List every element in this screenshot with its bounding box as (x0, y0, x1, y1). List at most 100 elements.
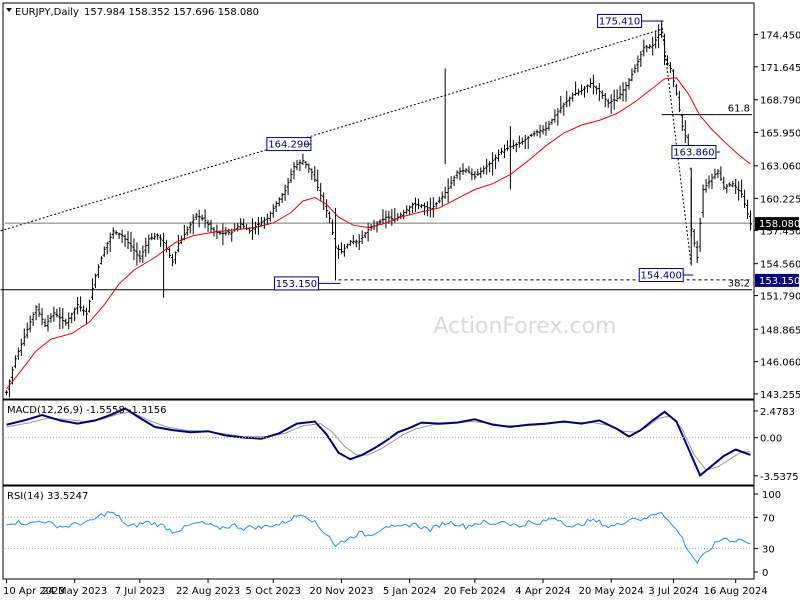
price-bar (46, 315, 50, 332)
price-bar (446, 178, 450, 203)
price-bar (494, 154, 498, 169)
price-bar (227, 228, 231, 236)
price-bar (603, 92, 607, 108)
price-bar (668, 62, 672, 74)
price-bar (399, 212, 403, 220)
price-bar (378, 219, 382, 225)
price-bar (209, 219, 213, 233)
price-bar (316, 169, 320, 192)
header-group: EURJPY,Daily 157.984 158.352 157.696 158… (6, 7, 259, 18)
dropdown-triangle-icon (6, 8, 12, 12)
price-bar (440, 191, 444, 206)
price-bar (612, 89, 616, 110)
price-bar (351, 234, 355, 245)
price-bar (657, 24, 661, 49)
price-bar (422, 202, 426, 216)
price-bar (90, 278, 94, 301)
price-bar (129, 232, 133, 252)
price-bar (120, 229, 124, 244)
price-bar (728, 182, 732, 188)
price-bar (577, 88, 581, 96)
price-bar (559, 95, 563, 114)
price-bar (606, 98, 610, 108)
x-tick-label: 5 Oct 2023 (246, 586, 301, 597)
price-bar (390, 208, 394, 226)
price-bar (132, 238, 136, 261)
rsi-title: RSI(14) 33.5247 (7, 491, 88, 502)
price-bar (417, 198, 421, 210)
price-bar (372, 219, 376, 231)
price-bar (651, 36, 655, 56)
price-bar (449, 176, 453, 189)
macd-y-tick-label: -3.5375 (760, 472, 799, 483)
main-y-tick-label: 165.950 (760, 128, 800, 139)
price-bar (194, 213, 198, 220)
rsi-layer (5, 511, 752, 565)
price-bar (322, 192, 326, 210)
price-bar (740, 179, 744, 198)
price-bar (476, 169, 480, 176)
callout-label: 153.150 (276, 279, 317, 290)
price-bar (342, 243, 346, 257)
current-price-tag-bg (755, 217, 799, 231)
price-bar (497, 149, 501, 162)
price-bar (384, 210, 388, 229)
price-bar (485, 158, 489, 175)
price-bar (117, 232, 121, 240)
header-symbol: EURJPY,Daily (15, 7, 79, 18)
price-bar (520, 137, 524, 145)
price-bar (295, 159, 299, 171)
price-bar (176, 234, 180, 253)
price-bar (126, 231, 130, 250)
level-price-tag-label: 153.150 (759, 276, 800, 287)
x-tick-label: 22 Aug 2023 (176, 586, 240, 597)
price-bar (666, 55, 670, 66)
price-bar (105, 242, 109, 255)
price-bar (40, 307, 44, 326)
price-bar (289, 168, 293, 183)
price-bar (99, 256, 103, 265)
price-bar (31, 312, 35, 326)
price-bar (336, 244, 340, 259)
price-bar (168, 247, 172, 259)
price-bar (396, 213, 400, 222)
price-bar (437, 196, 441, 204)
price-bar (265, 213, 269, 225)
callout-154-400: 154.400 (638, 268, 694, 283)
price-bar (408, 205, 412, 215)
price-bar (292, 161, 296, 180)
price-bar (286, 178, 290, 196)
callout-164-290: 164.290 (266, 137, 312, 152)
x-tick-label: 7 Jul 2023 (115, 586, 165, 597)
price-bar (277, 197, 281, 207)
price-bar (588, 78, 592, 89)
price-bar (319, 182, 323, 202)
price-bar (574, 81, 578, 96)
price-bar (663, 33, 667, 66)
price-bar (173, 251, 177, 265)
x-tick-label: 16 Aug 2024 (704, 586, 768, 597)
price-bar (491, 152, 495, 176)
price-bar (695, 240, 699, 263)
price-bar (256, 217, 260, 235)
price-bar (271, 204, 275, 218)
price-bar (419, 203, 423, 209)
price-bar (594, 85, 598, 95)
price-bar (280, 193, 284, 204)
price-bar (239, 218, 243, 230)
price-bar (633, 64, 637, 74)
callout-label: 163.860 (673, 148, 714, 159)
price-bar (701, 184, 705, 218)
price-bar (467, 166, 471, 174)
price-bar (660, 20, 664, 38)
price-bar (482, 165, 486, 175)
price-bar (230, 228, 234, 242)
price-bar (34, 305, 38, 321)
price-bar (200, 214, 204, 221)
price-bar (82, 305, 86, 316)
price-bar (707, 175, 711, 189)
price-bar (488, 161, 492, 173)
price-bar (4, 390, 8, 396)
price-bar (636, 55, 640, 73)
